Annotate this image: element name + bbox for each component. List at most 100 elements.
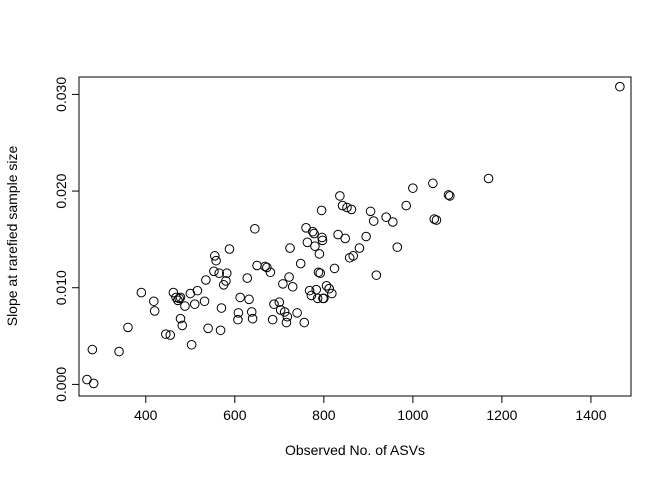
data-point bbox=[388, 217, 398, 227]
data-point bbox=[262, 262, 272, 273]
data-point bbox=[148, 296, 159, 307]
data-point bbox=[180, 301, 190, 311]
data-point bbox=[201, 275, 211, 285]
x-tick-label: 400 bbox=[134, 407, 158, 423]
data-point bbox=[327, 288, 337, 299]
data-point bbox=[342, 202, 352, 213]
data-point bbox=[174, 293, 184, 304]
data-point bbox=[299, 317, 310, 328]
data-point bbox=[260, 261, 270, 272]
data-point bbox=[278, 279, 288, 289]
y-axis-label: Slope at rarefied sample size bbox=[4, 146, 20, 327]
data-point bbox=[279, 307, 290, 317]
data-point bbox=[321, 281, 332, 291]
data-point bbox=[315, 268, 326, 279]
data-point bbox=[371, 270, 382, 280]
data-point bbox=[340, 233, 351, 244]
data-point bbox=[615, 81, 625, 92]
data-point bbox=[483, 173, 494, 184]
data-point bbox=[173, 295, 183, 306]
y-tick-label: 0.020 bbox=[53, 173, 69, 208]
data-point bbox=[82, 374, 92, 385]
x-tick-label: 1200 bbox=[486, 407, 517, 423]
data-point bbox=[233, 314, 243, 325]
data-point bbox=[365, 206, 376, 217]
y-tick-label: 0.030 bbox=[53, 77, 69, 112]
data-point bbox=[246, 307, 257, 317]
x-tick-label: 1000 bbox=[397, 407, 428, 423]
data-point bbox=[215, 325, 226, 336]
data-point bbox=[177, 320, 188, 331]
data-point bbox=[199, 296, 210, 307]
data-point bbox=[316, 205, 327, 216]
data-point bbox=[214, 268, 225, 279]
data-point bbox=[250, 223, 260, 234]
data-point bbox=[281, 317, 292, 328]
data-point bbox=[274, 297, 285, 308]
data-point bbox=[408, 183, 418, 193]
x-axis-label: Observed No. of ASVs bbox=[285, 442, 425, 458]
data-point bbox=[317, 235, 328, 246]
data-point bbox=[265, 267, 276, 278]
data-point bbox=[335, 191, 345, 201]
data-point bbox=[233, 308, 244, 318]
data-point bbox=[324, 283, 334, 294]
y-tick-label: 0.000 bbox=[53, 367, 69, 402]
data-point bbox=[307, 226, 318, 237]
x-axis: 400 600 800 1000 1200 1400 bbox=[134, 395, 607, 423]
data-point bbox=[87, 344, 98, 355]
x-tick-label: 800 bbox=[312, 407, 336, 423]
data-point bbox=[221, 276, 231, 286]
data-point bbox=[165, 330, 176, 340]
data-point bbox=[235, 292, 245, 303]
data-point bbox=[392, 242, 403, 252]
data-point bbox=[314, 249, 325, 259]
data-point bbox=[313, 267, 324, 278]
data-point bbox=[88, 378, 99, 389]
data-point bbox=[381, 212, 391, 222]
data-point bbox=[175, 313, 186, 324]
data-point bbox=[348, 251, 359, 261]
data-point bbox=[221, 268, 232, 279]
data-point bbox=[175, 292, 186, 303]
data-point bbox=[312, 293, 323, 304]
data-point bbox=[445, 191, 455, 201]
data-point bbox=[269, 299, 279, 309]
y-axis: 0.000 0.010 0.020 0.030 bbox=[53, 77, 80, 402]
data-point bbox=[224, 244, 235, 254]
data-point bbox=[242, 273, 253, 283]
data-point bbox=[309, 228, 319, 239]
data-point bbox=[203, 323, 213, 334]
data-point bbox=[252, 260, 262, 271]
data-point bbox=[329, 263, 340, 274]
data-point bbox=[287, 281, 298, 292]
data-point bbox=[244, 294, 254, 305]
data-point bbox=[186, 339, 197, 350]
data-point bbox=[209, 266, 219, 277]
data-point bbox=[319, 293, 329, 304]
data-point bbox=[136, 287, 147, 298]
data-point bbox=[310, 241, 320, 251]
data-point bbox=[292, 308, 302, 318]
data-point bbox=[282, 311, 293, 322]
data-point bbox=[149, 306, 160, 316]
data-point bbox=[361, 231, 371, 242]
data-point bbox=[267, 314, 278, 325]
data-point bbox=[443, 190, 454, 200]
data-point bbox=[311, 284, 322, 295]
data-point bbox=[368, 216, 379, 226]
data-point bbox=[306, 290, 317, 301]
data-point bbox=[428, 178, 438, 189]
x-tick-label: 1400 bbox=[575, 407, 606, 423]
data-point bbox=[161, 329, 171, 339]
data-point bbox=[209, 251, 220, 261]
data-point bbox=[247, 313, 258, 324]
data-point bbox=[346, 204, 357, 215]
data-point bbox=[189, 299, 200, 309]
data-point bbox=[168, 287, 179, 298]
data-point bbox=[295, 258, 306, 269]
data-point bbox=[285, 243, 295, 253]
data-point bbox=[401, 200, 411, 211]
data-point bbox=[114, 346, 124, 357]
